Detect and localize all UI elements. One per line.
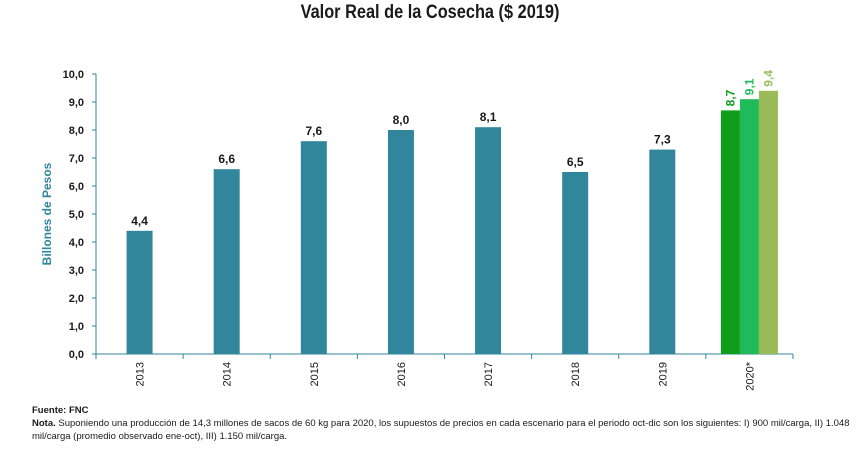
x-tick-label: 2017 <box>483 362 495 386</box>
x-tick-label: 2018 <box>570 362 582 386</box>
bar-2014 <box>213 169 240 354</box>
y-axis-label: Billones de Pesos <box>40 162 54 265</box>
y-tick-label: 9,0 <box>69 97 84 109</box>
y-tick-label: 3,0 <box>69 265 84 277</box>
x-tick-label: 2016 <box>396 362 408 386</box>
bar-2020-scenario-2 <box>739 99 759 354</box>
chart-area: 0,0 1,0 2,0 3,0 4,0 5,0 6,0 7,0 8,0 9,0 10,0 Billon… <box>40 69 794 391</box>
chart-title: Valor Real de la Cosecha ($ 2019) <box>300 2 560 23</box>
data-label: 6,5 <box>567 155 584 169</box>
y-tick-label: 2,0 <box>69 293 84 305</box>
data-label: 6,6 <box>218 152 235 166</box>
source-note: Fuente: FNC <box>32 405 89 416</box>
data-label-scenario: 9,4 <box>761 70 775 87</box>
bar-2019 <box>649 149 676 354</box>
x-tick-label: 2014 <box>222 362 234 386</box>
y-tick-label: 8,0 <box>69 125 84 137</box>
y-tick-label: 4,0 <box>69 237 84 249</box>
data-label: 8,0 <box>393 113 410 127</box>
x-tick-label: 2019 <box>657 362 669 386</box>
bar-2018 <box>562 172 589 354</box>
bar-2015 <box>300 141 327 354</box>
bar-2020-scenario-1 <box>720 110 740 355</box>
x-tick-label: 2013 <box>135 362 147 386</box>
method-note: Nota. Suponiendo una producción de 14,3 … <box>32 418 850 442</box>
x-tick-label: 2015 <box>309 362 321 386</box>
data-label: 8,1 <box>480 110 497 124</box>
y-tick-label: 6,0 <box>69 181 84 193</box>
y-tick-label: 5,0 <box>69 209 84 221</box>
data-label: 7,3 <box>654 133 671 147</box>
bar-2017 <box>475 127 502 354</box>
y-tick-label: 1,0 <box>69 321 84 333</box>
y-tick-label: 7,0 <box>69 153 84 165</box>
data-label: 4,4 <box>131 214 148 228</box>
y-tick-label: 0,0 <box>69 349 84 361</box>
bar-2020-scenario-3 <box>758 90 778 355</box>
bar-2016 <box>387 130 414 354</box>
x-tick-label: 2020* <box>744 361 756 390</box>
data-label-scenario: 8,7 <box>723 89 737 106</box>
data-label: 7,6 <box>305 124 322 138</box>
bar-2013 <box>126 230 153 354</box>
data-label-scenario: 9,1 <box>742 78 756 95</box>
chart-notes: Fuente: FNC Nota. Suponiendo una producc… <box>32 404 852 443</box>
y-tick-label: 10,0 <box>63 69 84 81</box>
